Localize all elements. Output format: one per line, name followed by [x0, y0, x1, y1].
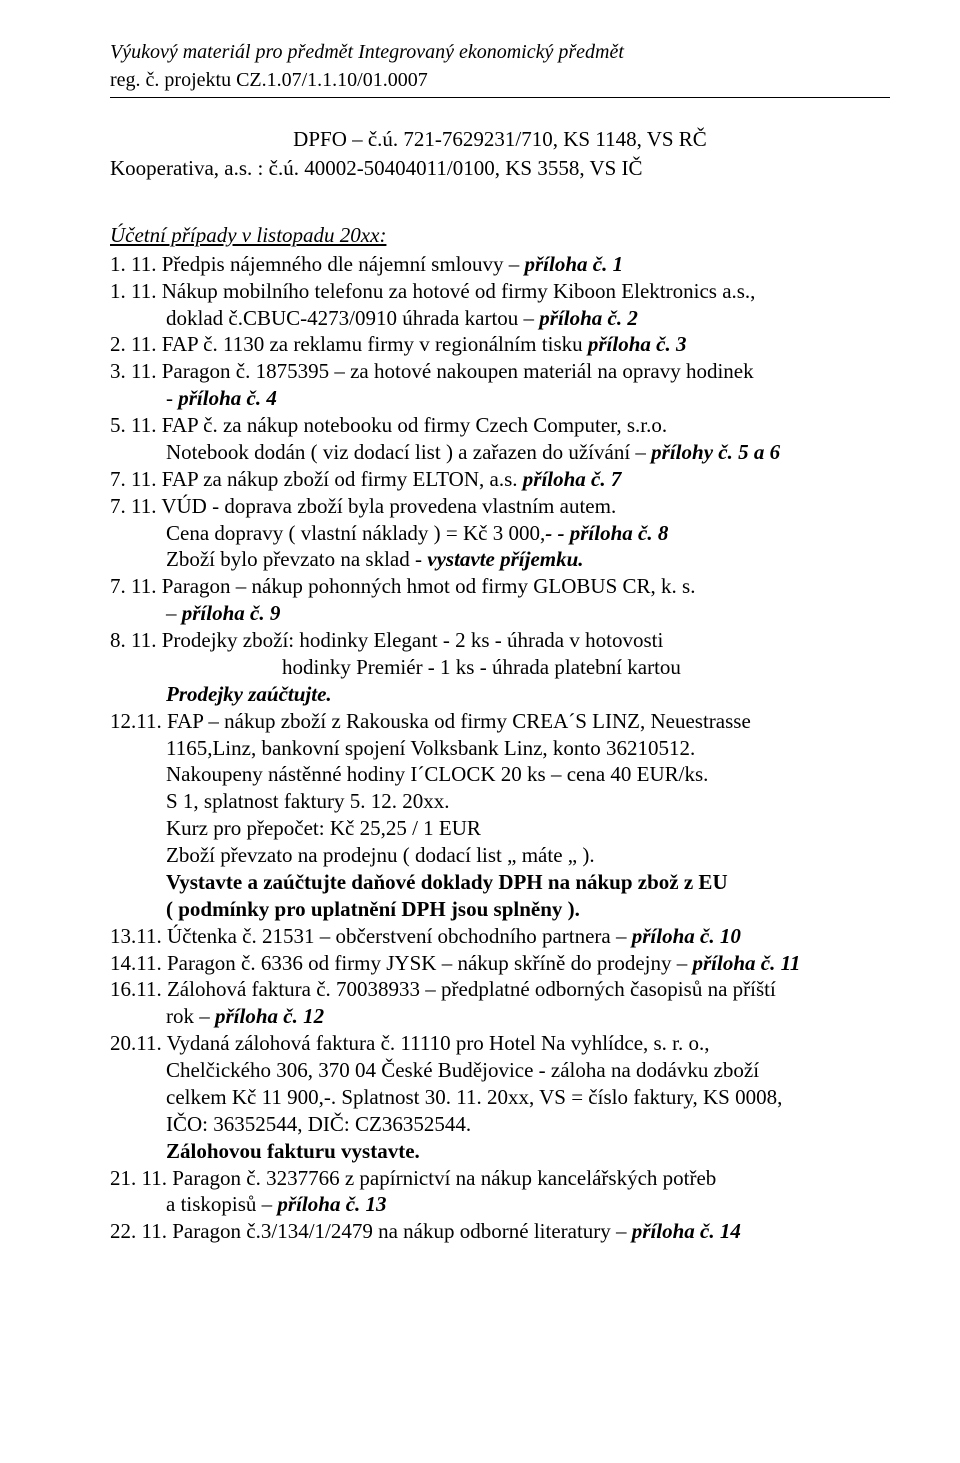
t: příloha č. 9	[182, 601, 281, 625]
t: přílohy č. 5 a 6	[651, 440, 780, 464]
t: 7. 11. FAP za nákup zboží od firmy ELTON…	[110, 467, 523, 491]
t: - - příloha č. 8	[545, 521, 668, 545]
t: příloha č. 4	[178, 386, 277, 410]
t: 7. 11. Paragon – nákup pohonných hmot od…	[110, 574, 695, 598]
t: příloha č. 2	[539, 306, 638, 330]
t: Chelčického 306, 370 04 České Budějovice…	[166, 1058, 759, 1082]
t: Cena dopravy ( vlastní náklady ) = Kč 3 …	[166, 521, 545, 545]
t: 3. 11. Paragon č. 1875395 – za hotové na…	[110, 359, 754, 383]
t: -	[166, 386, 178, 410]
t: příloha č. 10	[632, 924, 741, 948]
t: příloha č. 7	[523, 467, 622, 491]
t: 21. 11. Paragon č. 3237766 z papírnictví…	[110, 1166, 716, 1190]
section-title: Účetní případy v listopadu 20xx:	[110, 222, 890, 249]
header-line1: Výukový materiál pro předmět Integrovaný…	[110, 40, 890, 66]
t: ( podmínky pro uplatnění DPH jsou splněn…	[166, 897, 580, 921]
t: celkem Kč 11 900,-. Splatnost 30. 11. 20…	[166, 1085, 782, 1109]
t: hodinky Premiér - 1 ks - úhrada platební…	[282, 655, 681, 679]
t: 1. 11. Nákup mobilního telefonu za hotov…	[110, 279, 755, 303]
t: 2. 11. FAP č. 1130 za reklamu firmy v re…	[110, 332, 588, 356]
t: a tiskopisů –	[166, 1192, 277, 1216]
t: příloha č. 11	[692, 951, 800, 975]
t: Prodejky zaúčtujte.	[166, 682, 332, 706]
t: příloha č. 1	[525, 252, 624, 276]
t: Vystavte a zaúčtujte daňové doklady DPH …	[166, 870, 728, 894]
t: 13.11. Účtenka č. 21531 – občerstvení ob…	[110, 924, 632, 948]
t: S 1, splatnost faktury 5. 12. 20xx.	[166, 789, 450, 813]
t: 12.11. FAP – nákup zboží z Rakouska od f…	[110, 709, 751, 733]
t: doklad č.CBUC-4273/0910 úhrada kartou –	[166, 306, 539, 330]
t: Kurz pro přepočet: Kč 25,25 / 1 EUR	[166, 816, 481, 840]
t: 1. 11. Předpis nájemného dle nájemní sml…	[110, 252, 525, 276]
t: Zálohovou fakturu vystavte.	[166, 1139, 420, 1163]
t: příloha č. 12	[215, 1004, 324, 1028]
t: vystavte příjemku.	[427, 547, 583, 571]
t: 16.11. Zálohová faktura č. 70038933 – př…	[110, 977, 776, 1001]
intro-center: DPFO – č.ú. 721-7629231/710, KS 1148, VS…	[110, 126, 890, 153]
t: rok –	[166, 1004, 215, 1028]
t: Zboží převzato na prodejnu ( dodací list…	[166, 843, 595, 867]
t: 5. 11. FAP č. za nákup notebooku od firm…	[110, 413, 667, 437]
t: příloha č. 14	[632, 1219, 741, 1243]
t: příloha č. 13	[277, 1192, 386, 1216]
header-line2: reg. č. projektu CZ.1.07/1.1.10/01.0007	[110, 68, 890, 94]
intro-left: Kooperativa, a.s. : č.ú. 40002-50404011/…	[110, 155, 890, 182]
t: 22. 11. Paragon č.3/134/1/2479 na nákup …	[110, 1219, 632, 1243]
t: 14.11. Paragon č. 6336 od firmy JYSK – n…	[110, 951, 692, 975]
t: –	[166, 601, 182, 625]
t: Nakoupeny nástěnné hodiny I´CLOCK 20 ks …	[166, 762, 708, 786]
t: Zboží bylo převzato na sklad -	[166, 547, 427, 571]
header-divider	[110, 97, 890, 98]
t: 8. 11. Prodejky zboží: hodinky Elegant -…	[110, 628, 663, 652]
t: IČO: 36352544, DIČ: CZ36352544.	[166, 1112, 471, 1136]
t: 1165,Linz, bankovní spojení Volksbank Li…	[166, 736, 695, 760]
t: 7. 11. VÚD - doprava zboží byla proveden…	[110, 494, 616, 518]
t: příloha č. 3	[588, 332, 687, 356]
t: 20.11. Vydaná zálohová faktura č. 11110 …	[110, 1031, 710, 1055]
t: Notebook dodán ( viz dodací list ) a zař…	[166, 440, 651, 464]
document-body: 1. 11. Předpis nájemného dle nájemní sml…	[110, 251, 890, 1245]
